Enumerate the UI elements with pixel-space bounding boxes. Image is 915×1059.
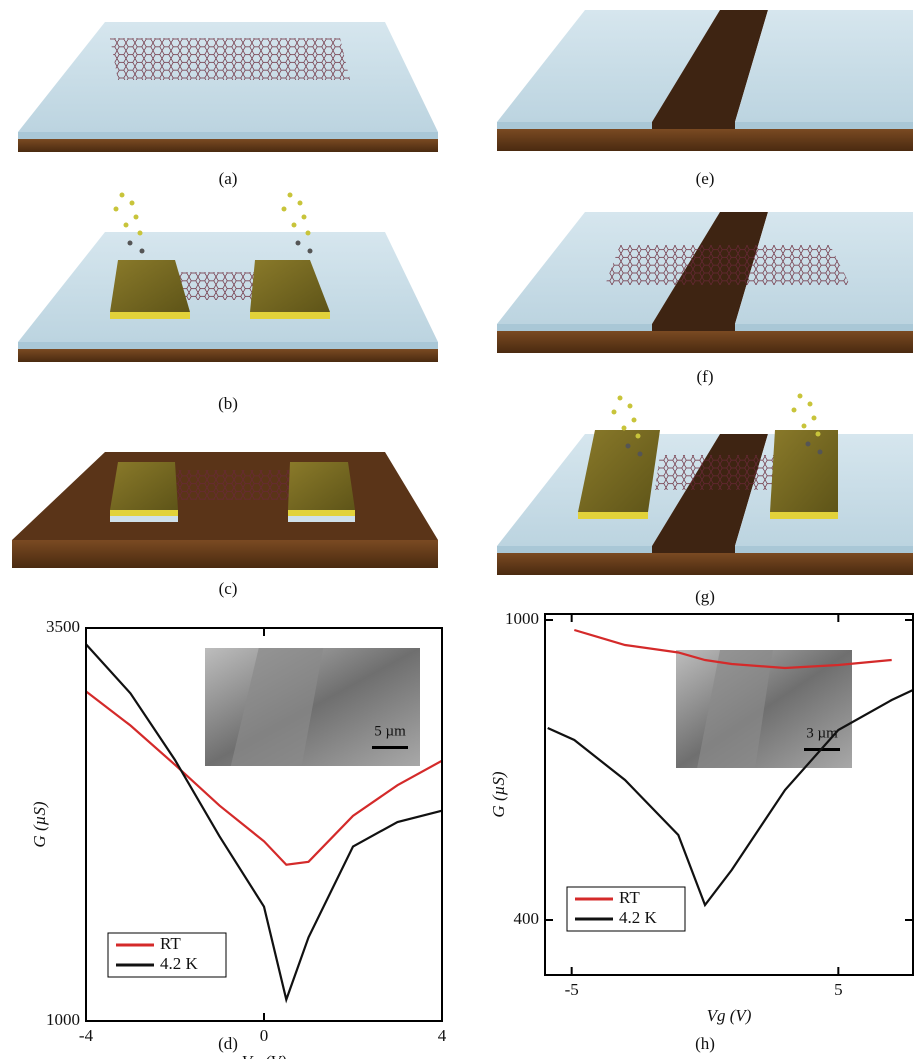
x-tick-label: 4 [438, 1026, 447, 1045]
x-tick-label: 5 [834, 980, 843, 999]
y-tick-label: 1000 [46, 1010, 80, 1029]
scale-bar-label: 5 µm [374, 723, 406, 739]
panel-label: (h) [695, 1034, 715, 1053]
scale-bar [372, 746, 408, 749]
panel-label: (d) [218, 1034, 238, 1053]
y-axis-label: G (µS) [30, 801, 49, 847]
y-tick-label: 1000 [505, 609, 539, 628]
y-tick-label: 3500 [46, 617, 80, 636]
panel-label: (b) [218, 394, 238, 413]
legend-label: RT [160, 934, 181, 953]
scale-bar-label: 3 µm [806, 725, 838, 741]
x-tick-label: -5 [565, 980, 579, 999]
x-axis-label: Vg (V) [242, 1052, 287, 1059]
figure: (a) (b) (c) (e) (f) (g) 5 µm -4 0 4 1000 3500 Vg (V)… [0, 0, 915, 1059]
panel-label: (c) [219, 579, 238, 598]
legend-label: 4.2 K [619, 908, 658, 927]
panel-label: (f) [697, 367, 714, 386]
schematics [12, 10, 913, 575]
legend-label: 4.2 K [160, 954, 199, 973]
x-axis-label: Vg (V) [707, 1006, 752, 1025]
x-tick-label: 0 [260, 1026, 269, 1045]
x-tick-label: -4 [79, 1026, 94, 1045]
panel-label: (e) [696, 169, 715, 188]
legend-label: RT [619, 888, 640, 907]
y-axis-label: G (µS) [489, 771, 508, 817]
y-tick-label: 400 [514, 909, 540, 928]
panel-label: (g) [695, 587, 715, 606]
panel-label: (a) [219, 169, 238, 188]
